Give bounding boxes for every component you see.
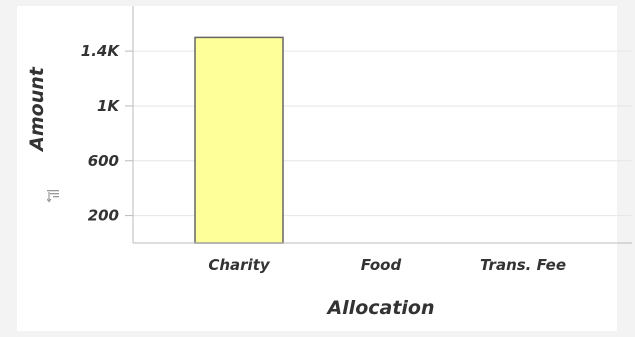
x-axis-title: Allocation <box>325 297 434 319</box>
y-tick-label: 1K <box>97 97 120 115</box>
x-tick-label: Trans. Fee <box>480 256 566 274</box>
chart-card: 200 600 1K 1.4K Charity Food Trans. Fee Amoun… <box>17 6 632 331</box>
x-tick-label: Food <box>361 256 402 274</box>
y-tick-label: 1.4K <box>81 42 121 60</box>
bar-layer <box>194 36 284 244</box>
y-axis-title: Amount <box>26 66 48 153</box>
x-tick-label: Charity <box>208 256 271 274</box>
sort-icon[interactable] <box>47 189 59 203</box>
x-tick-labels: Charity Food Trans. Fee <box>208 256 566 274</box>
y-tick-label: 200 <box>88 207 119 225</box>
bar-charity[interactable] <box>194 36 284 244</box>
y-tick-labels: 200 600 1K 1.4K <box>81 42 121 224</box>
bar-chart: 200 600 1K 1.4K Charity Food Trans. Fee Amoun… <box>26 6 632 319</box>
y-tick-label: 600 <box>88 152 119 170</box>
